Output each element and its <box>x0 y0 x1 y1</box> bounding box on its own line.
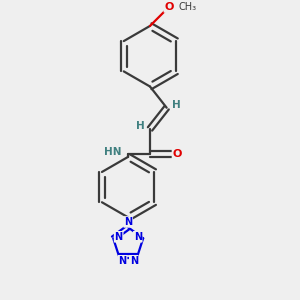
Text: HN: HN <box>104 147 122 157</box>
Text: CH₃: CH₃ <box>178 2 196 12</box>
Text: H: H <box>172 100 181 110</box>
Text: H: H <box>136 121 145 131</box>
Text: N: N <box>124 217 132 227</box>
Text: O: O <box>172 149 182 159</box>
Text: N: N <box>118 256 127 266</box>
Text: O: O <box>164 2 174 12</box>
Text: N: N <box>130 256 138 266</box>
Text: N: N <box>134 232 142 242</box>
Text: N: N <box>115 232 123 242</box>
